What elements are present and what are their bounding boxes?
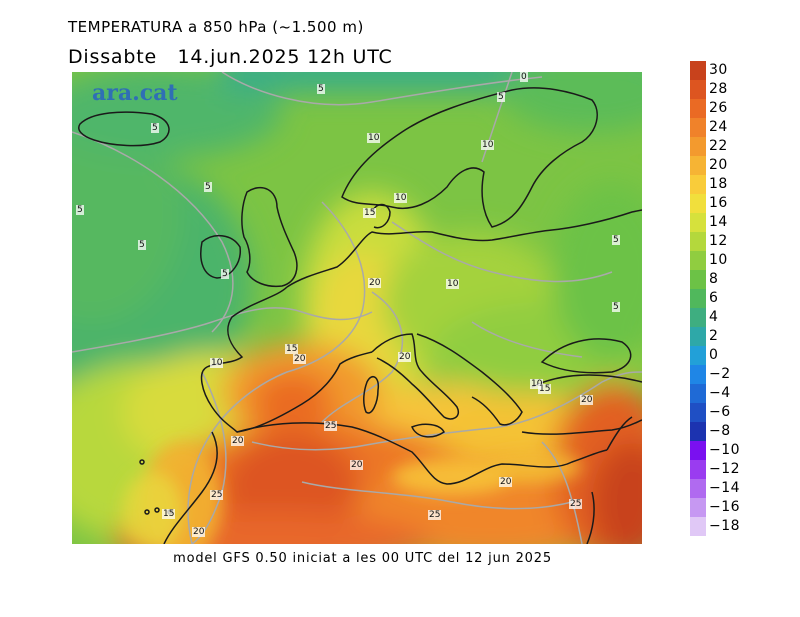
isotherm-label: 10 bbox=[210, 358, 224, 368]
legend-swatch bbox=[690, 156, 706, 175]
isotherm-label: 10 bbox=[446, 279, 460, 289]
legend-swatch bbox=[690, 365, 706, 384]
isotherm-label: 5 bbox=[204, 182, 212, 192]
temperature-map[interactable]: ara.cat 0 5 5 5 5 5 5 5 5 10 10 10 5 15 … bbox=[72, 72, 642, 544]
isotherm-label: 15 bbox=[285, 344, 299, 354]
legend-swatch bbox=[690, 517, 706, 536]
legend-swatch bbox=[690, 441, 706, 460]
isotherm-label: 25 bbox=[428, 510, 442, 520]
legend-swatch bbox=[690, 422, 706, 441]
isotherm-label: 5 bbox=[612, 235, 620, 245]
legend-label: −14 bbox=[709, 480, 741, 496]
coastlines bbox=[78, 87, 642, 544]
isotherm-label: 15 bbox=[538, 384, 552, 394]
legend-label: −10 bbox=[709, 442, 741, 458]
legend-label: −16 bbox=[709, 499, 741, 515]
isotherm-label: 0 bbox=[520, 72, 528, 82]
legend-swatch bbox=[690, 308, 706, 327]
legend-swatch bbox=[690, 213, 706, 232]
isotherm-label: 20 bbox=[580, 395, 594, 405]
isotherm-label: 20 bbox=[350, 460, 364, 470]
isotherm-label: 10 bbox=[481, 140, 495, 150]
isotherm-label: 10 bbox=[394, 193, 408, 203]
isotherm-label: 10 bbox=[367, 133, 381, 143]
isotherm-label: 20 bbox=[192, 527, 206, 537]
isotherm-label: 20 bbox=[499, 477, 513, 487]
isotherm-label: 25 bbox=[210, 490, 224, 500]
legend-swatch bbox=[690, 118, 706, 137]
legend-swatch bbox=[690, 232, 706, 251]
isotherm-label: 5 bbox=[612, 302, 620, 312]
legend-label: −8 bbox=[709, 423, 731, 439]
legend-swatch bbox=[690, 289, 706, 308]
isotherm-label: 5 bbox=[76, 205, 84, 215]
legend-swatch bbox=[690, 327, 706, 346]
isotherm-label: 15 bbox=[162, 509, 176, 519]
legend-label: −2 bbox=[709, 366, 731, 382]
legend-label: −18 bbox=[709, 518, 741, 534]
legend-label: 0 bbox=[709, 347, 719, 363]
isotherm-label: 10 bbox=[530, 379, 544, 389]
legend-swatch bbox=[690, 479, 706, 498]
legend-label: −6 bbox=[709, 404, 731, 420]
isotherm-label: 20 bbox=[398, 352, 412, 362]
legend-label: 6 bbox=[709, 290, 719, 306]
legend-swatch bbox=[690, 384, 706, 403]
legend-swatch bbox=[690, 403, 706, 422]
map-title: TEMPERATURA a 850 hPa (~1.500 m) bbox=[68, 18, 364, 36]
isotherm-label: 20 bbox=[293, 354, 307, 364]
legend-swatch bbox=[690, 61, 706, 80]
isotherm-label: 5 bbox=[317, 84, 325, 94]
legend-label: 2 bbox=[709, 328, 719, 344]
isotherm-label: 5 bbox=[151, 123, 159, 133]
model-run-note: model GFS 0.50 iniciat a les 00 UTC del … bbox=[173, 551, 552, 566]
legend-label: 8 bbox=[709, 271, 719, 287]
legend-label: −4 bbox=[709, 385, 731, 401]
legend-label: 20 bbox=[709, 157, 728, 173]
isotherm-label: 5 bbox=[221, 269, 229, 279]
legend-swatch bbox=[690, 270, 706, 289]
legend-swatch bbox=[690, 251, 706, 270]
legend-swatch bbox=[690, 498, 706, 517]
legend-label: 14 bbox=[709, 214, 728, 230]
legend-label: 10 bbox=[709, 252, 728, 268]
legend-swatch bbox=[690, 194, 706, 213]
legend-label: 12 bbox=[709, 233, 728, 249]
legend-swatch bbox=[690, 137, 706, 156]
isotherm-label: 20 bbox=[368, 278, 382, 288]
legend-swatch bbox=[690, 80, 706, 99]
legend-swatch bbox=[690, 175, 706, 194]
legend-label: 28 bbox=[709, 81, 728, 97]
legend-swatch bbox=[690, 99, 706, 118]
isotherm-label: 5 bbox=[497, 92, 505, 102]
isotherm-label: 25 bbox=[569, 499, 583, 509]
legend-label: 30 bbox=[709, 62, 728, 78]
isotherm-label: 15 bbox=[363, 208, 377, 218]
brand-logo: ara.cat bbox=[92, 80, 178, 106]
legend-label: 22 bbox=[709, 138, 728, 154]
isotherm-label: 25 bbox=[324, 421, 338, 431]
legend-label: 16 bbox=[709, 195, 728, 211]
legend-label: 24 bbox=[709, 119, 728, 135]
temperature-field bbox=[72, 72, 642, 544]
legend-label: 26 bbox=[709, 100, 728, 116]
legend-swatch bbox=[690, 460, 706, 479]
legend-label: 18 bbox=[709, 176, 728, 192]
legend-label: −12 bbox=[709, 461, 741, 477]
isotherm-label: 20 bbox=[231, 436, 245, 446]
legend-label: 4 bbox=[709, 309, 719, 325]
isotherm-label: 5 bbox=[138, 240, 146, 250]
map-valid-time: Dissabte 14.jun.2025 12h UTC bbox=[68, 46, 393, 68]
legend-swatch bbox=[690, 346, 706, 365]
